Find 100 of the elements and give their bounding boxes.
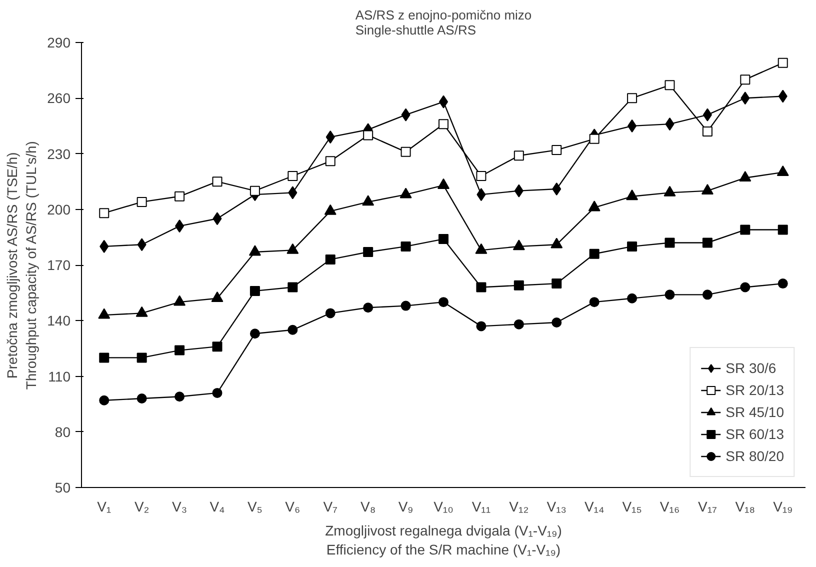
- point: [401, 108, 410, 122]
- point: [740, 224, 750, 235]
- point: [665, 118, 674, 131]
- point: [475, 243, 488, 254]
- point: [438, 297, 448, 308]
- point: [588, 200, 600, 212]
- point: [136, 394, 147, 404]
- legend-label: SR 80/20: [726, 448, 784, 464]
- point: [211, 292, 224, 302]
- point: [212, 342, 222, 352]
- y-tick-label: 200: [47, 201, 71, 218]
- point: [552, 145, 562, 156]
- point: [136, 196, 147, 207]
- point: [250, 186, 260, 196]
- y-tick-label: 110: [48, 368, 71, 384]
- x-tick-label: V₂: [134, 498, 150, 514]
- chart-title: AS/RS z enojno-pomično mizo Single-shuttle AS/RS: [355, 8, 532, 38]
- point: [664, 290, 675, 300]
- x-tick-label: V₁: [97, 498, 112, 514]
- point: [627, 293, 638, 304]
- point: [778, 278, 788, 289]
- point: [778, 58, 788, 68]
- point: [476, 321, 486, 332]
- point: [552, 182, 562, 196]
- point: [476, 171, 486, 181]
- point: [552, 317, 562, 328]
- point: [438, 234, 448, 244]
- point: [326, 130, 335, 144]
- point: [664, 238, 675, 248]
- x-tick-label: V₇: [323, 498, 338, 514]
- point: [627, 93, 638, 104]
- point: [136, 306, 148, 317]
- point: [701, 184, 714, 195]
- x-tick-label: V₅: [247, 498, 262, 514]
- point: [702, 108, 712, 122]
- y-tick-label: 230: [47, 146, 71, 162]
- point: [514, 280, 524, 290]
- point: [99, 208, 110, 218]
- point: [363, 130, 374, 140]
- point: [627, 241, 638, 252]
- point: [400, 241, 411, 252]
- point: [626, 190, 638, 200]
- x-tick-label: V₁₆: [660, 498, 680, 514]
- point: [325, 254, 336, 264]
- x-tick-label: V₁₉: [773, 498, 793, 514]
- point: [174, 295, 186, 306]
- point: [250, 328, 260, 339]
- x-tick-label: V₁₂: [509, 498, 529, 514]
- point: [174, 392, 185, 402]
- point: [589, 297, 600, 308]
- point: [476, 188, 486, 202]
- point: [589, 248, 600, 259]
- point: [702, 126, 712, 136]
- x-tick-label: V₁₇: [698, 498, 718, 514]
- y-tick-label: 260: [47, 90, 71, 106]
- point: [362, 195, 374, 206]
- point: [664, 186, 676, 196]
- point: [136, 352, 147, 363]
- legend-label: SR 60/13: [726, 426, 784, 442]
- point: [400, 146, 411, 157]
- y-tick-label: 80: [54, 424, 71, 440]
- point: [248, 245, 261, 256]
- x-tick-label: V₁₁: [472, 498, 491, 514]
- x-tick-label: V₁₅: [622, 498, 642, 514]
- point: [288, 324, 298, 335]
- point: [288, 171, 298, 181]
- x-tick-label: V₃: [172, 498, 188, 514]
- x-tick-label: V₁₃: [546, 498, 567, 514]
- x-tick-label: V₁₄: [584, 498, 605, 514]
- point: [512, 240, 525, 250]
- point: [212, 212, 222, 226]
- point: [99, 352, 110, 363]
- point: [363, 302, 374, 313]
- point: [212, 176, 222, 187]
- point: [324, 204, 336, 215]
- point: [740, 74, 750, 85]
- y-tick-label: 140: [47, 312, 71, 329]
- point: [739, 171, 752, 182]
- point: [212, 388, 222, 398]
- point: [174, 191, 185, 202]
- legend-label: SR 20/13: [726, 382, 784, 398]
- point: [250, 286, 260, 296]
- point: [514, 184, 524, 198]
- point: [740, 92, 750, 105]
- point: [589, 134, 600, 144]
- point: [100, 240, 109, 253]
- point: [476, 282, 486, 292]
- legend-label: SR 45/10: [726, 404, 784, 420]
- point: [438, 119, 448, 130]
- point: [363, 247, 374, 258]
- point: [702, 238, 712, 248]
- point: [552, 278, 562, 289]
- x-axis-title: Zmogljivost regalnega dvigala (V₁-V₁₉) Efficiency of the S/R machine (V₁-V₁₉): [325, 522, 562, 558]
- point: [702, 290, 712, 300]
- y-tick-label: 290: [47, 34, 71, 50]
- point: [400, 300, 411, 311]
- x-tick-label: V₉: [398, 498, 414, 514]
- x-tick-label: V₁₈: [735, 498, 756, 514]
- legend-label: SR 30/6: [726, 360, 776, 376]
- point: [740, 282, 750, 292]
